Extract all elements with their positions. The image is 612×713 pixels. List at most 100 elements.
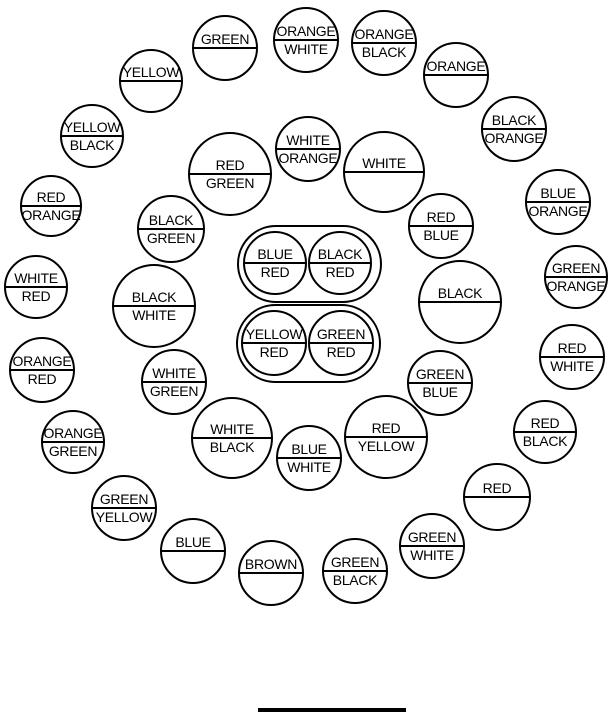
color-label-top: WHITE bbox=[286, 132, 330, 148]
color-label-top: BLACK bbox=[491, 112, 537, 128]
color-divider-line bbox=[527, 201, 589, 203]
color-divider-line bbox=[93, 507, 155, 509]
color-divider-line bbox=[143, 381, 205, 383]
wire-circle-green-yellow: GREEN YELLOW bbox=[91, 475, 157, 541]
color-label-bottom: ORANGE bbox=[21, 207, 81, 223]
color-label-bottom: GREEN bbox=[146, 230, 196, 246]
color-label-bottom: RED bbox=[260, 264, 290, 280]
color-label-bottom: ORANGE bbox=[278, 150, 338, 166]
color-label-top: YELLOW bbox=[122, 64, 180, 80]
color-label-top: BLUE bbox=[257, 246, 293, 262]
color-label-top: RED bbox=[530, 415, 560, 431]
color-label-bottom: WHITE bbox=[410, 547, 454, 563]
color-divider-line bbox=[277, 148, 339, 150]
color-divider-line bbox=[162, 550, 224, 552]
wire-circle-blue-white: BLUE WHITE bbox=[276, 425, 342, 491]
wire-circle-red: RED bbox=[463, 463, 531, 531]
color-label-top: ORANGE bbox=[12, 353, 72, 369]
wire-circle-brown: BROWN bbox=[238, 540, 304, 606]
color-label-bottom: BLUE bbox=[422, 384, 458, 400]
wire-circle-green-black: GREEN BLACK bbox=[322, 538, 388, 604]
wire-circle-yellow-black: YELLOW BLACK bbox=[60, 104, 124, 168]
wire-circle-orange-white: ORANGE WHITE bbox=[273, 7, 339, 73]
color-divider-line bbox=[546, 276, 606, 278]
color-label-bottom: ORANGE bbox=[528, 203, 588, 219]
wire-circle-red-blue: RED BLUE bbox=[408, 193, 474, 259]
color-label-bottom: YELLOW bbox=[95, 509, 153, 525]
color-label-top: ORANGE bbox=[43, 425, 103, 441]
wire-circle-orange-green: ORANGE GREEN bbox=[41, 410, 105, 474]
color-label-top: GREEN bbox=[99, 491, 149, 507]
color-divider-line bbox=[11, 369, 73, 371]
color-label-bottom: BLACK bbox=[332, 572, 378, 588]
color-label-bottom: BLACK bbox=[209, 439, 255, 455]
color-label-top: GREEN bbox=[551, 260, 601, 276]
wire-circle-green: GREEN bbox=[192, 15, 258, 81]
color-label-top: RED bbox=[426, 209, 456, 225]
color-label-bottom: BLACK bbox=[522, 433, 568, 449]
bottom-rule bbox=[258, 708, 406, 712]
wire-circle-blue-red: BLUE RED bbox=[243, 231, 307, 295]
color-label-bottom: WHITE bbox=[287, 459, 331, 475]
color-label-top: BLACK bbox=[437, 285, 483, 301]
wire-circle-red-white: RED WHITE bbox=[539, 324, 605, 390]
color-label-top: YELLOW bbox=[245, 326, 303, 342]
wire-circle-yellow-red: YELLOW RED bbox=[241, 310, 307, 376]
color-divider-line bbox=[515, 431, 575, 433]
color-label-bottom: RED bbox=[325, 264, 355, 280]
color-divider-line bbox=[483, 128, 545, 130]
wire-circle-green-white: GREEN WHITE bbox=[399, 513, 465, 579]
color-label-top: WHITE bbox=[362, 155, 406, 171]
wire-circle-orange: ORANGE bbox=[423, 42, 489, 108]
color-divider-line bbox=[465, 496, 529, 498]
color-label-top: GREEN bbox=[330, 554, 380, 570]
wire-circle-white-green: WHITE GREEN bbox=[141, 349, 207, 415]
color-divider-line bbox=[139, 228, 203, 230]
wire-circle-blue: BLUE bbox=[160, 518, 226, 584]
wire-circle-black-orange: BLACK ORANGE bbox=[481, 96, 547, 162]
color-divider-line bbox=[420, 301, 500, 303]
color-label-bottom: WHITE bbox=[132, 307, 176, 323]
wire-circle-green-blue: GREEN BLUE bbox=[407, 350, 473, 416]
color-label-bottom: RED bbox=[21, 288, 51, 304]
color-divider-line bbox=[121, 80, 181, 82]
color-label-bottom: GREEN bbox=[48, 443, 98, 459]
color-divider-line bbox=[425, 74, 487, 76]
color-divider-line bbox=[310, 342, 372, 344]
color-label-bottom: YELLOW bbox=[357, 438, 415, 454]
color-label-bottom: WHITE bbox=[284, 41, 328, 57]
color-label-bottom: WHITE bbox=[550, 358, 594, 374]
color-divider-line bbox=[275, 39, 337, 41]
color-divider-line bbox=[409, 382, 471, 384]
color-label-top: BLACK bbox=[148, 212, 194, 228]
wire-circle-white-black: WHITE BLACK bbox=[191, 397, 273, 479]
wire-circle-red-orange: RED ORANGE bbox=[20, 175, 82, 237]
color-label-top: BLUE bbox=[291, 441, 327, 457]
color-label-bottom: ORANGE bbox=[546, 278, 606, 294]
color-label-top: BLUE bbox=[540, 185, 576, 201]
color-divider-line bbox=[193, 437, 271, 439]
color-label-top: ORANGE bbox=[276, 23, 336, 39]
wire-circle-orange-black: ORANGE BLACK bbox=[351, 10, 417, 76]
color-divider-line bbox=[243, 342, 305, 344]
color-label-bottom: BLACK bbox=[69, 137, 115, 153]
color-label-bottom: BLUE bbox=[423, 227, 459, 243]
wire-circle-white-orange: WHITE ORANGE bbox=[275, 116, 341, 182]
wire-circle-black-white: BLACK WHITE bbox=[112, 264, 196, 348]
color-label-bottom: BLACK bbox=[361, 44, 407, 60]
color-divider-line bbox=[410, 225, 472, 227]
color-divider-line bbox=[114, 305, 194, 307]
color-label-top: RED bbox=[371, 420, 401, 436]
color-label-bottom: RED bbox=[27, 371, 57, 387]
color-divider-line bbox=[324, 570, 386, 572]
color-label-bottom: GREEN bbox=[149, 383, 199, 399]
color-label-top: WHITE bbox=[152, 365, 196, 381]
color-divider-line bbox=[278, 457, 340, 459]
color-divider-line bbox=[345, 171, 423, 173]
color-divider-line bbox=[43, 441, 103, 443]
wire-circle-red-black: RED BLACK bbox=[513, 400, 577, 464]
color-label-top: ORANGE bbox=[354, 26, 414, 42]
color-label-top: GREEN bbox=[415, 366, 465, 382]
color-label-top: BROWN bbox=[244, 556, 298, 572]
color-label-top: YELLOW bbox=[63, 119, 121, 135]
